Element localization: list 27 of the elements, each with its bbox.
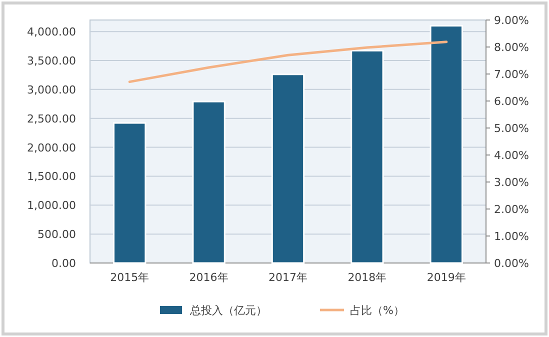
y-tick-label: 3,500.00 (27, 54, 76, 68)
y-tick-label: 1,500.00 (27, 170, 76, 184)
x-tick-label: 2015年 (110, 271, 150, 284)
y-tick-label: 0.00 (52, 257, 76, 270)
y2-tick-label: 1.00% (494, 230, 529, 243)
y2-tick-label: 2.00% (494, 203, 529, 216)
y2-tick-label: 6.00% (494, 95, 529, 108)
y-tick-label: 3,000.00 (27, 83, 76, 96)
y2-tick-label: 3.00% (494, 176, 529, 189)
x-tick-label: 2018年 (348, 271, 387, 284)
y2-tick-label: 5.00% (494, 122, 529, 135)
y-tick-label: 2,500.00 (27, 112, 76, 126)
y-tick-label: 4,000.00 (27, 26, 76, 39)
y-tick-label: 1,000.00 (27, 199, 76, 212)
legend-label: 占比（%） (350, 304, 404, 317)
y-tick-label: 2,000.00 (27, 141, 76, 154)
y2-tick-label: 0.00% (494, 257, 529, 270)
y2-tick-label: 8.00% (494, 41, 529, 54)
line-series (128, 40, 448, 84)
y2-tick-label: 9.00% (494, 14, 529, 27)
x-tick-label: 2019年 (426, 271, 466, 284)
x-tick-label: 2017年 (268, 271, 308, 284)
y-tick-label: 500.00 (38, 228, 76, 242)
legend-label: 总投入（亿元） (189, 304, 267, 317)
y2-tick-label: 7.00% (494, 68, 529, 81)
y2-tick-label: 4.00% (494, 149, 529, 162)
x-tick-label: 2016年 (189, 271, 228, 284)
